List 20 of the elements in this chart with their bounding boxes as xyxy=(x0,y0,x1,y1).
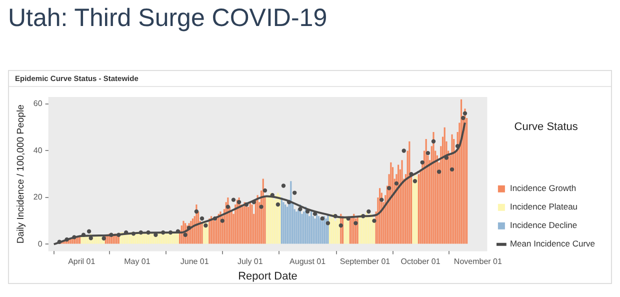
x-tick-label: November 01 xyxy=(454,257,503,266)
y-tick-label: 40 xyxy=(33,146,43,155)
x-tick-label: April 01 xyxy=(68,257,96,266)
legend-label: Incidence Decline xyxy=(510,220,578,230)
y-tick-label: 0 xyxy=(38,239,43,248)
x-tick-label: August 01 xyxy=(290,257,326,266)
y-axis-title: Daily Incidence / 100,000 People xyxy=(15,104,26,244)
x-tick-label: October 01 xyxy=(400,257,441,266)
x-tick-label: June 01 xyxy=(180,257,210,266)
y-tick-label: 20 xyxy=(33,192,43,202)
legend-label: Incidence Plateau xyxy=(510,202,578,212)
x-tick-label: September 01 xyxy=(340,257,391,266)
legend-label: Mean Incidence Curve xyxy=(510,238,596,249)
y-tick-label: 60 xyxy=(33,99,43,108)
chart-title: Utah: Third Surge COVID-19 xyxy=(8,4,328,34)
x-tick-label: May 01 xyxy=(124,257,151,266)
x-axis-title: Report Date xyxy=(238,270,298,282)
legend-title: Curve Status xyxy=(514,120,578,133)
x-tick-label: July 01 xyxy=(237,257,264,266)
legend-label: Incidence Growth xyxy=(510,183,576,194)
